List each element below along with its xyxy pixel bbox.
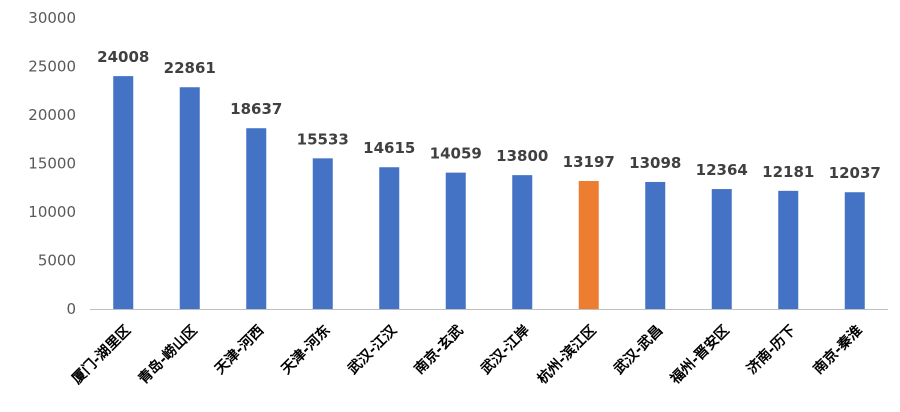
bar-series: [113, 76, 865, 310]
x-category-label: 济南-历下: [743, 322, 799, 378]
data-label: 13800: [496, 147, 548, 165]
x-category-label: 天津-河西: [211, 322, 267, 378]
y-tick-label: 20000: [28, 106, 76, 124]
bar: [113, 76, 134, 309]
bar: [711, 189, 732, 309]
y-tick-label: 5000: [38, 252, 76, 270]
y-axis-ticks: 0 5000 10000 15000 20000 25000 30000: [28, 9, 76, 318]
bar: [512, 175, 533, 309]
bar: [445, 172, 466, 309]
bar: [312, 158, 333, 309]
x-category-label: 青岛-崂山区: [135, 322, 201, 388]
x-category-label: 南京-秦淮: [810, 322, 866, 378]
data-label: 12181: [762, 163, 814, 181]
data-label: 13197: [563, 153, 615, 171]
bar: [246, 128, 267, 309]
x-category-label: 杭州-滨江区: [534, 322, 600, 388]
bar: [844, 192, 865, 309]
x-category-label: 南京-玄武: [411, 322, 467, 378]
data-label: 12037: [829, 164, 881, 182]
data-label: 24008: [97, 48, 149, 66]
data-label: 22861: [164, 59, 216, 77]
bar: [179, 87, 200, 310]
data-label: 12364: [696, 161, 748, 179]
data-label: 14059: [430, 145, 482, 163]
x-category-label: 武汉-江汉: [344, 321, 400, 377]
data-label: 14615: [363, 139, 415, 157]
bar: [578, 180, 599, 309]
x-axis-categories: 厦门-湖里区 青岛-崂山区 天津-河西 天津-河东 武汉-江汉 南京-玄武 武汉-江岸 杭州-…: [68, 321, 865, 388]
x-category-label: 武汉-武昌: [610, 322, 666, 378]
x-category-label: 天津-河东: [278, 322, 334, 378]
bar: [379, 167, 400, 309]
x-category-label: 武汉-江岸: [477, 322, 533, 378]
y-tick-label: 25000: [28, 58, 76, 76]
x-category-label: 厦门-湖里区: [68, 322, 134, 388]
y-tick-label: 10000: [28, 203, 76, 221]
data-labels: 24008 22861 18637 15533 14615 14059 13800 13197…: [97, 48, 881, 182]
data-label: 13098: [629, 154, 681, 172]
data-label: 18637: [230, 100, 282, 118]
bar: [645, 181, 666, 309]
bar: [778, 190, 799, 309]
y-tick-label: 30000: [28, 9, 76, 27]
y-tick-label: 0: [66, 300, 76, 318]
x-category-label: 福州-晋安区: [666, 322, 732, 388]
y-tick-label: 15000: [28, 155, 76, 173]
data-label: 15533: [297, 130, 349, 148]
